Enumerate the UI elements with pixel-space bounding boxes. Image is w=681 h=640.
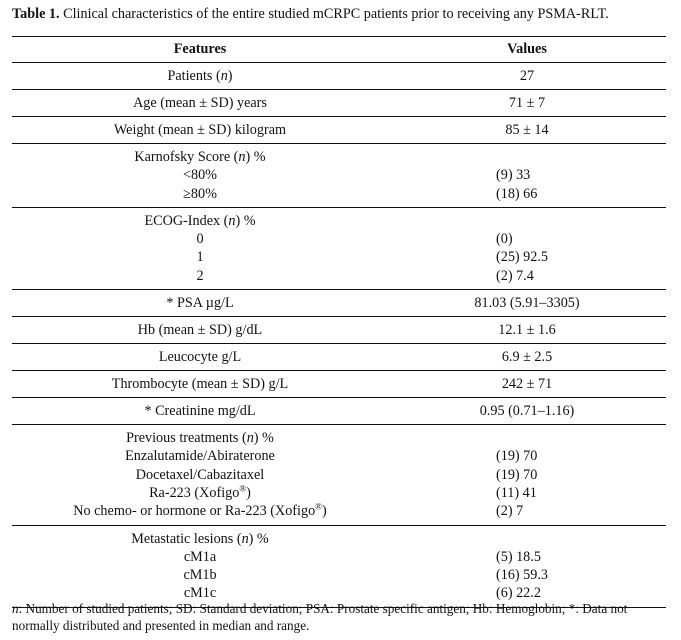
row-creatinine: * Creatinine mg/dL 0.95 (0.71–1.16) — [12, 398, 666, 425]
previous-item-label: Ra-223 (Xofigo®) — [149, 483, 251, 501]
karnofsky-item-label: ≥80% — [183, 185, 217, 202]
previous-item-value: (11) 41 — [496, 484, 537, 501]
previous-item-label: Docetaxel/Cabazitaxel — [135, 466, 265, 483]
ecog-item-label: 1 — [196, 249, 204, 266]
header-values: Values — [507, 41, 547, 57]
ecog-item-value: (0) — [496, 231, 513, 248]
table-caption-text: Clinical characteristics of the entire s… — [63, 6, 609, 22]
value-karnofsky: (9) 33 (18) 66 — [388, 144, 666, 208]
previous-item-value: (19) 70 — [496, 466, 538, 483]
row-karnofsky: Karnofsky Score (n) % <80% ≥80% (9) 33 (… — [12, 144, 666, 208]
metastatic-item-label: cM1a — [183, 548, 217, 565]
value-weight: 85 ± 14 — [505, 122, 549, 138]
value-hb: 12.1 ± 1.6 — [498, 322, 556, 339]
feature-psa: * PSA µg/L — [166, 295, 234, 312]
feature-previous-treatments: Previous treatments (n) % Enzalutamide/A… — [12, 425, 388, 525]
ecog-item-value: (2) 7.4 — [496, 267, 534, 284]
feature-age: Age (mean ± SD) years — [133, 95, 267, 111]
feature-hb: Hb (mean ± SD) g/dL — [137, 322, 263, 339]
karnofsky-item-value: (18) 66 — [496, 185, 538, 202]
feature-weight: Weight (mean ± SD) kilogram — [113, 122, 287, 138]
ecog-item-label: 0 — [196, 231, 204, 248]
row-psa: * PSA µg/L 81.03 (5.91–3305) — [12, 290, 666, 317]
row-previous-treatments: Previous treatments (n) % Enzalutamide/A… — [12, 425, 666, 526]
clinical-characteristics-table: Features Values Patients (n) 27 Age (mea… — [12, 36, 666, 608]
row-leucocyte: Leucocyte g/L 6.9 ± 2.5 — [12, 344, 666, 371]
metastatic-heading: Metastatic lesions (n) % — [131, 530, 269, 547]
metastatic-item-label: cM1c — [183, 585, 217, 602]
metastatic-item-value: (16) 59.3 — [496, 567, 549, 584]
table-label: Table 1. — [12, 6, 60, 22]
value-leucocyte: 6.9 ± 2.5 — [501, 349, 553, 366]
value-creatinine: 0.95 (0.71–1.16) — [479, 403, 575, 420]
metastatic-item-value: (6) 22.2 — [496, 585, 541, 602]
karnofsky-item-value: (9) 33 — [496, 167, 531, 184]
karnofsky-heading: Karnofsky Score (n) % — [134, 149, 266, 165]
feature-leucocyte: Leucocyte g/L — [158, 349, 242, 366]
previous-item-value: (19) 70 — [496, 448, 538, 465]
value-psa: 81.03 (5.91–3305) — [474, 295, 580, 312]
previous-heading: Previous treatments (n) % — [126, 430, 274, 447]
row-patients: Patients (n) 27 — [12, 63, 666, 90]
header-features: Features — [173, 41, 227, 57]
previous-item-label: Enzalutamide/Abiraterone — [125, 448, 275, 465]
ecog-heading: ECOG-Index (n) % — [144, 212, 256, 229]
metastatic-item-label: cM1b — [183, 567, 217, 584]
feature-patients: Patients (n) — [167, 68, 233, 84]
table-caption: Table 1. Clinical characteristics of the… — [12, 6, 609, 23]
value-thrombocyte: 242 ± 71 — [501, 376, 553, 393]
row-hb: Hb (mean ± SD) g/dL 12.1 ± 1.6 — [12, 317, 666, 344]
ecog-item-label: 2 — [196, 267, 204, 284]
previous-item-value: (2) 7 — [496, 503, 524, 520]
feature-karnofsky: Karnofsky Score (n) % <80% ≥80% — [12, 144, 388, 208]
feature-ecog: ECOG-Index (n) % 0 1 2 — [12, 207, 388, 289]
row-weight: Weight (mean ± SD) kilogram 85 ± 14 — [12, 117, 666, 144]
row-thrombocyte: Thrombocyte (mean ± SD) g/L 242 ± 71 — [12, 371, 666, 398]
value-previous-treatments: (19) 70 (19) 70 (11) 41 (2) 7 — [388, 425, 666, 525]
karnofsky-item-label: <80% — [182, 167, 217, 184]
feature-creatinine: * Creatinine mg/dL — [144, 403, 256, 420]
feature-thrombocyte: Thrombocyte (mean ± SD) g/L — [111, 376, 289, 393]
table-footnote: n: Number of studied patients; SD: Stand… — [12, 601, 628, 633]
value-patients: 27 — [519, 68, 535, 84]
feature-metastatic-lesions: Metastatic lesions (n) % cM1a cM1b cM1c — [12, 525, 388, 607]
value-age: 71 ± 7 — [508, 95, 546, 111]
row-metastatic-lesions: Metastatic lesions (n) % cM1a cM1b cM1c … — [12, 525, 666, 608]
value-metastatic-lesions: (5) 18.5 (16) 59.3 (6) 22.2 — [388, 525, 666, 607]
row-ecog: ECOG-Index (n) % 0 1 2 (0) (25) 92.5 (2)… — [12, 207, 666, 290]
value-ecog: (0) (25) 92.5 (2) 7.4 — [388, 207, 666, 289]
row-age: Age (mean ± SD) years 71 ± 7 — [12, 90, 666, 117]
previous-item-label: No chemo- or hormone or Ra-223 (Xofigo®) — [73, 501, 327, 520]
metastatic-item-value: (5) 18.5 — [496, 548, 541, 565]
table-header-row: Features Values — [12, 36, 666, 63]
ecog-item-value: (25) 92.5 — [496, 249, 549, 266]
